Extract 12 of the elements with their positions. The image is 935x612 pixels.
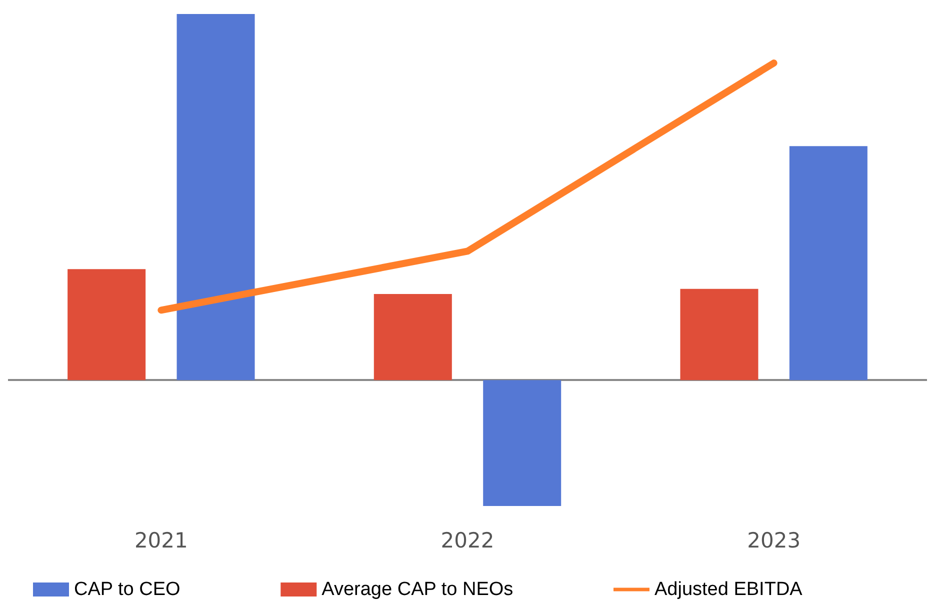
bar [483, 380, 562, 506]
bar [680, 288, 758, 380]
x-tick-label: 2022 [440, 528, 494, 552]
legend-label: CAP to CEO [74, 579, 180, 600]
legend-label: Adjusted EBITDA [654, 579, 803, 600]
x-tick-label: 2023 [747, 528, 801, 552]
bar [68, 269, 146, 380]
x-tick-label: 2021 [134, 528, 188, 552]
legend-label: Average CAP to NEOs [322, 579, 514, 600]
bar [176, 14, 255, 380]
bar [789, 146, 868, 380]
bar [374, 294, 452, 380]
